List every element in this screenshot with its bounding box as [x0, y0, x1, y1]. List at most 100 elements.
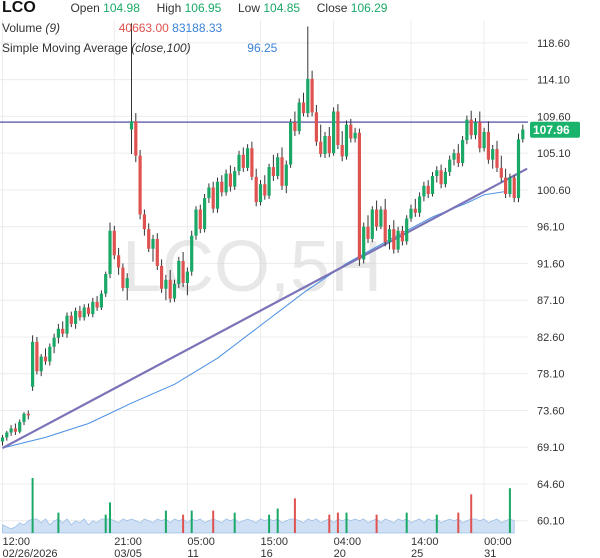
ohlc-legend: LCO Open 104.98 High 106.95 Low 104.85 C…	[2, 0, 387, 17]
candle	[250, 141, 254, 181]
candle	[26, 410, 30, 420]
candle	[293, 111, 297, 136]
x-tick-date: 25	[411, 548, 423, 558]
y-tick-label: 73.60	[537, 405, 565, 417]
candle	[168, 269, 172, 303]
candle	[52, 333, 56, 354]
candle	[336, 104, 340, 150]
volume-bar	[345, 512, 348, 533]
candle	[104, 271, 108, 297]
open-value: 104.98	[103, 1, 140, 15]
y-tick-label: 100.60	[537, 185, 571, 197]
candle	[263, 175, 267, 200]
sma-param: (close,100)	[131, 41, 191, 55]
candle	[56, 323, 60, 344]
x-tick-time: 05:00	[187, 536, 215, 548]
candle	[301, 92, 306, 117]
candle	[392, 220, 396, 254]
x-tick-time: 21:00	[114, 536, 142, 548]
candle	[521, 124, 525, 143]
sma-line	[2, 191, 506, 449]
volume-bar	[31, 478, 34, 533]
candle	[117, 247, 121, 275]
low-label: Low	[237, 1, 260, 15]
candle	[379, 206, 383, 230]
y-axis: 118.60 114.10 109.60 105.10 100.60 96.10 91.60…	[537, 38, 571, 528]
candle	[5, 430, 9, 441]
candle	[211, 181, 215, 213]
sma-label: Simple Moving Average	[2, 41, 128, 55]
candle	[452, 149, 456, 166]
volume-bar	[109, 502, 111, 533]
candle	[129, 23, 134, 154]
candle	[160, 259, 164, 293]
volume-bar	[57, 512, 60, 533]
candle	[478, 111, 482, 153]
candle	[99, 290, 103, 310]
candle	[430, 171, 435, 197]
candle	[39, 354, 43, 377]
candle	[18, 419, 22, 434]
candle	[319, 124, 323, 158]
volume-bar	[435, 514, 438, 533]
y-tick-label: 105.10	[537, 148, 571, 160]
candle	[258, 180, 263, 206]
candle	[426, 180, 430, 199]
volume-bar	[268, 514, 271, 533]
last-price-badge: 107.96	[530, 121, 580, 138]
candle	[164, 274, 168, 301]
x-tick-time: 04:00	[334, 536, 362, 548]
volume-bar	[276, 508, 279, 533]
candle	[246, 144, 250, 172]
y-tick-label: 109.60	[537, 111, 571, 123]
candle	[284, 160, 288, 194]
volume-bar	[233, 512, 236, 533]
candle	[310, 70, 314, 117]
candle	[108, 222, 112, 279]
candle	[387, 225, 392, 250]
candle	[224, 169, 228, 196]
candle	[185, 267, 189, 296]
volume-value-1: 40663.00	[118, 21, 169, 35]
candle	[353, 127, 357, 143]
volume-param: (9)	[45, 21, 61, 35]
candle	[465, 115, 469, 145]
candle	[220, 175, 224, 197]
candle	[155, 233, 159, 270]
candle	[31, 335, 35, 391]
y-tick-label: 78.10	[537, 369, 565, 381]
candle	[43, 348, 48, 365]
y-tick-label: 91.60	[537, 258, 565, 270]
candle	[516, 133, 521, 203]
last-price-label: 107.96	[533, 123, 570, 137]
volume-bar	[470, 494, 473, 533]
candle	[396, 226, 400, 253]
candle	[499, 155, 503, 182]
volume-bar	[405, 512, 408, 533]
candle	[289, 118, 293, 168]
candle	[370, 206, 374, 243]
high-value: 106.95	[184, 1, 222, 15]
candle	[409, 204, 413, 222]
candle	[207, 183, 211, 203]
candle	[0, 434, 5, 446]
high-label: High	[156, 1, 182, 15]
candle	[495, 140, 499, 172]
last-price-badge-bg	[530, 121, 580, 138]
volume-bar	[212, 510, 215, 533]
candle	[181, 251, 185, 288]
candle	[306, 26, 310, 118]
volume-bars	[2, 478, 515, 534]
y-tick-label: 82.60	[537, 332, 565, 344]
candle	[233, 167, 237, 190]
trendline[interactable]	[1, 167, 528, 450]
y-tick-label: 96.10	[537, 222, 565, 234]
candle	[69, 311, 73, 328]
candle	[190, 230, 194, 276]
candle	[366, 215, 370, 244]
candle	[172, 279, 177, 302]
candle	[473, 118, 478, 140]
open-label: Open	[70, 1, 100, 15]
